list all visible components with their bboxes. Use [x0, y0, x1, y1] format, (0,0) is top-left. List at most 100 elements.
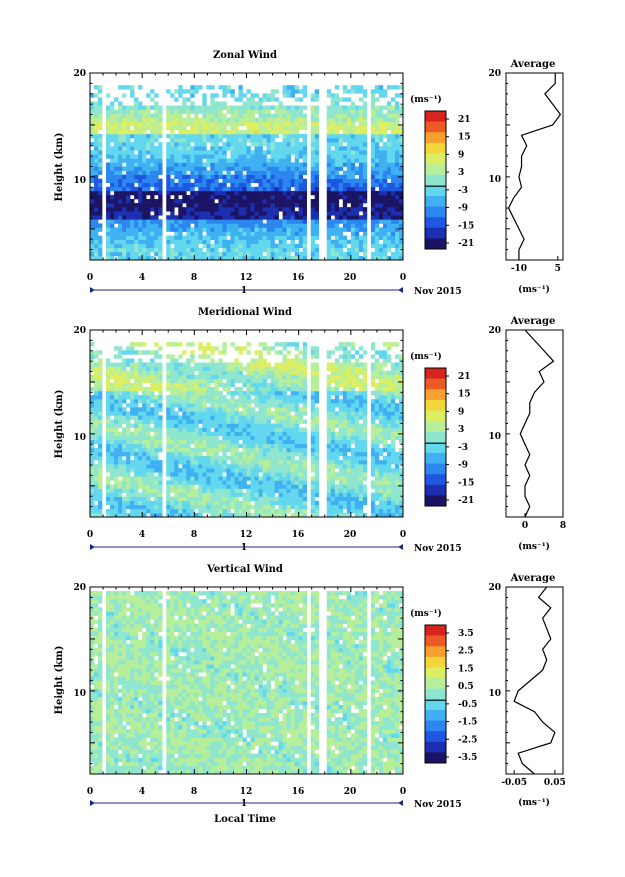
heatmap-cell: [267, 452, 271, 456]
heatmap-cell: [190, 118, 194, 122]
heatmap-cell: [331, 118, 335, 122]
heatmap-cell: [214, 126, 218, 130]
heatmap-cell: [267, 240, 271, 244]
heatmap-cell: [267, 403, 271, 407]
heatmap-cell: [343, 175, 347, 179]
heatmap-cell: [275, 383, 279, 387]
heatmap-cell: [247, 211, 251, 215]
heatmap-cell: [114, 436, 118, 440]
heatmap-cell: [122, 126, 126, 130]
heatmap-cell: [287, 436, 291, 440]
heatmap-cell: [90, 468, 94, 472]
heatmap-cell: [206, 419, 210, 423]
heatmap-cell: [331, 101, 335, 105]
heatmap-cell: [295, 232, 299, 236]
heatmap-cell: [303, 489, 307, 493]
heatmap-cell: [118, 122, 122, 126]
heatmap-cell: [146, 175, 150, 179]
heatmap-cell: [263, 456, 267, 460]
heatmap-cell: [238, 154, 242, 158]
heatmap-cell: [242, 444, 246, 448]
colorbar-unit: (ms⁻¹): [410, 94, 442, 105]
heatmap-cell: [210, 407, 214, 411]
heatmap-cell: [218, 403, 222, 407]
heatmap-cell: [178, 403, 182, 407]
heatmap-cell: [275, 484, 279, 488]
heatmap-cell: [194, 383, 198, 387]
heatmap-cell: [178, 130, 182, 134]
heatmap-cell: [174, 146, 178, 150]
heatmap-cell: [158, 167, 162, 171]
heatmap-cell: [379, 130, 383, 134]
heatmap-cell: [130, 444, 134, 448]
heatmap-cell: [242, 199, 246, 203]
heatmap-cell: [283, 167, 287, 171]
heatmap-cell: [186, 142, 190, 146]
xtick-0-end: 0: [400, 273, 406, 283]
heatmap-cell: [363, 150, 367, 154]
heatmap-cell: [146, 464, 150, 468]
heatmap-cell: [194, 501, 198, 505]
heatmap-cell: [178, 509, 182, 513]
heatmap-cell: [335, 146, 339, 150]
heatmap-cell: [255, 130, 259, 134]
heatmap-cell: [214, 395, 218, 399]
heatmap-cell: [363, 118, 367, 122]
heatmap-cell: [154, 126, 158, 130]
heatmap-cell: [259, 191, 263, 195]
heatmap-cell: [375, 195, 379, 199]
heatmap-cell: [166, 342, 170, 346]
heatmap-cell: [259, 354, 263, 358]
heatmap-cell: [222, 407, 226, 411]
heatmap-cell: [259, 358, 263, 362]
heatmap-cell: [339, 150, 343, 154]
heatmap-cell: [263, 167, 267, 171]
heatmap-cell: [359, 154, 363, 158]
heatmap-cell: [259, 199, 263, 203]
heatmap-cell: [118, 387, 122, 391]
heatmap-cell: [206, 171, 210, 175]
heatmap-cell: [234, 240, 238, 244]
heatmap-cell: [226, 509, 230, 513]
heatmap-cell: [94, 403, 98, 407]
heatmap-cell: [134, 497, 138, 501]
heatmap-cell: [238, 248, 242, 252]
heatmap-cell: [222, 85, 226, 89]
heatmap-cell: [251, 142, 255, 146]
heatmap-cell: [186, 407, 190, 411]
heatmap-cell: [130, 154, 134, 158]
heatmap-cell: [255, 240, 259, 244]
heatmap-cell: [118, 383, 122, 387]
heatmap-cell: [210, 497, 214, 501]
heatmap-cell: [90, 456, 94, 460]
heatmap-cell: [218, 468, 222, 472]
heatmap-cell: [118, 207, 122, 211]
heatmap-cell: [238, 97, 242, 101]
heatmap-cell: [90, 403, 94, 407]
heatmap-cell: [251, 415, 255, 419]
heatmap-cell: [283, 383, 287, 387]
heatmap-cell: [379, 154, 383, 158]
heatmap-cell: [311, 122, 315, 126]
heatmap-cell: [247, 505, 251, 509]
heatmap-cell: [190, 501, 194, 505]
heatmap-cell: [218, 195, 222, 199]
heatmap-cell: [363, 134, 367, 138]
heatmap-cell: [291, 342, 295, 346]
heatmap-cell: [230, 484, 234, 488]
heatmap-cell: [279, 464, 283, 468]
heatmap-cell: [110, 363, 114, 367]
heatmap-cell: [194, 171, 198, 175]
heatmap-cell: [146, 509, 150, 513]
heatmap-cell: [291, 162, 295, 166]
heatmap-cell: [315, 179, 319, 183]
heatmap-cell: [134, 440, 138, 444]
heatmap-cell: [190, 244, 194, 248]
heatmap-cell: [218, 407, 222, 411]
heatmap-cell: [238, 399, 242, 403]
heatmap-cell: [343, 110, 347, 114]
heatmap-cell: [182, 126, 186, 130]
heatmap-cell: [295, 203, 299, 207]
heatmap-cell: [210, 223, 214, 227]
heatmap-cell: [194, 363, 198, 367]
